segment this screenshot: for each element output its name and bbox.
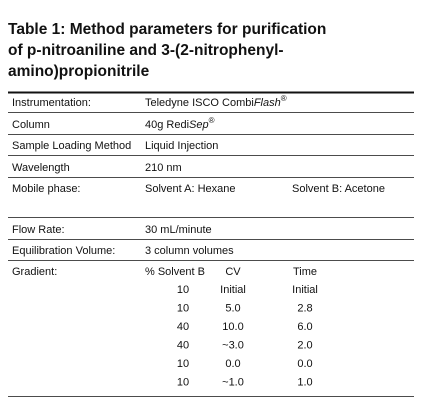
- gradient-cell: 6.0: [297, 321, 312, 333]
- gradient-cell: 40: [177, 340, 189, 352]
- gradient-header: Time: [293, 266, 317, 278]
- row-value: 210 nm: [145, 162, 182, 174]
- rules: [8, 91, 414, 397]
- gradient-cell: 0.0: [297, 358, 312, 370]
- value-italic: Sep: [189, 119, 209, 131]
- gradient-cell: 10: [177, 284, 189, 296]
- row-value: Solvent B: Acetone: [292, 183, 385, 195]
- row-value: Solvent A: Hexane: [145, 183, 236, 195]
- value-italic: Flash: [254, 97, 281, 109]
- row-value: 40g RediSep®: [145, 116, 215, 131]
- row-value: 3 column volumes: [145, 245, 234, 257]
- gradient-cell: 10: [177, 358, 189, 370]
- row-label: Gradient:: [12, 266, 57, 278]
- row-label: Instrumentation:: [12, 97, 91, 109]
- title-line: amino)propionitrile: [8, 63, 150, 80]
- title-line: of p-nitroaniline and 3-(2-nitrophenyl-: [8, 42, 284, 59]
- value-mark: ®: [209, 116, 215, 125]
- row-label: Column: [12, 119, 50, 131]
- gradient-cell: 10: [177, 377, 189, 389]
- gradient-cell: Initial: [292, 284, 318, 296]
- gradient-header: CV: [225, 266, 241, 278]
- gradient-cell: ~3.0: [222, 340, 244, 352]
- gradient-cell: 2.8: [297, 303, 312, 315]
- gradient-cell: 10: [177, 303, 189, 315]
- title-line: Table 1: Method parameters for purificat…: [8, 21, 326, 38]
- value-mark: ®: [281, 94, 287, 103]
- gradient-cell: 0.0: [225, 358, 240, 370]
- row-label: Flow Rate:: [12, 224, 65, 236]
- gradient-cell: 10.0: [222, 321, 243, 333]
- gradient-cell: 5.0: [225, 303, 240, 315]
- value-text: 40g Redi: [145, 119, 189, 131]
- row-value: Teledyne ISCO CombiFlash®: [145, 94, 287, 109]
- row-label: Equilibration Volume:: [12, 245, 115, 257]
- gradient-cell: ~1.0: [222, 377, 244, 389]
- gradient-rows: 10 Initial Initial 10 5.0 2.8 40 10.0 6.0 40 ~3.0 2…: [177, 284, 318, 389]
- gradient-cell: Initial: [220, 284, 246, 296]
- row-label: Sample Loading Method: [12, 140, 131, 152]
- row-label: Wavelength: [12, 162, 70, 174]
- row-value: 30 mL/minute: [145, 224, 212, 236]
- row-value: Liquid Injection: [145, 140, 218, 152]
- row-label: Mobile phase:: [12, 183, 81, 195]
- value-text: Teledyne ISCO Combi: [145, 97, 254, 109]
- gradient-cell: 1.0: [297, 377, 312, 389]
- gradient-header: % Solvent B: [145, 266, 205, 278]
- gradient-cell: 2.0: [297, 340, 312, 352]
- gradient-cell: 40: [177, 321, 189, 333]
